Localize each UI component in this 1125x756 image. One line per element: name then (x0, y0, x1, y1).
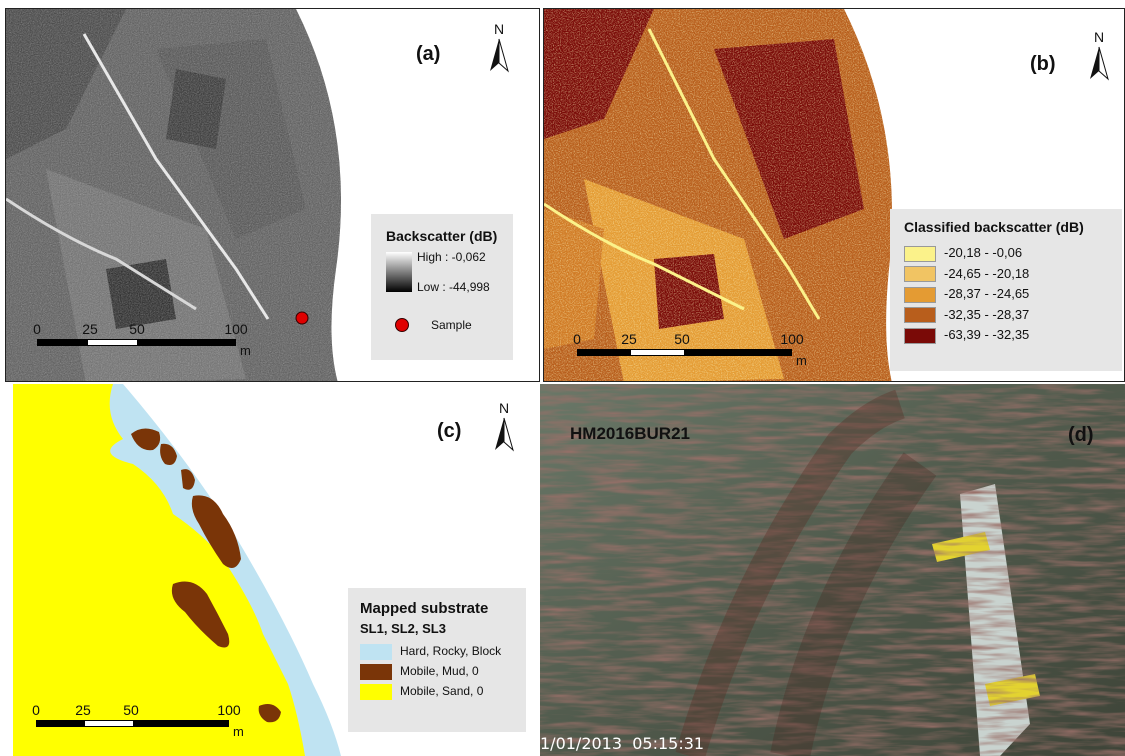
scale-bar: 0 25 50 100 m (572, 331, 812, 371)
swatch-icon (904, 286, 936, 303)
scale-tick: 25 (82, 321, 98, 337)
swatch-icon (904, 307, 936, 324)
classified-backscatter-panel: (b) N Classified backscatter (dB) -20,18… (543, 8, 1125, 382)
north-arrow-icon: N (486, 21, 512, 73)
mud-patch (171, 581, 230, 648)
legend-class: -63,39 - -32,35 (904, 327, 1108, 344)
panel-label-d: (d) (1068, 424, 1094, 446)
legend-class: -32,35 - -28,37 (904, 307, 1108, 324)
legend-class: -28,37 - -24,65 (904, 286, 1108, 303)
legend-class: Hard, Rocky, Block (360, 644, 514, 660)
north-label: N (1093, 29, 1105, 45)
scale-bar: 0 25 50 100 m (32, 702, 273, 742)
panel-label-b: (b) (1030, 53, 1056, 75)
legend-class: Mobile, Mud, 0 (360, 664, 514, 680)
north-arrow-icon: N (1086, 29, 1112, 81)
photo-timestamp: 1/01/2013 05:15:31 (540, 734, 705, 753)
swatch-icon (904, 245, 936, 262)
legend-class: -20,18 - -0,06 (904, 245, 1108, 262)
scale-tick: 100 (217, 702, 241, 718)
scale-tick: 100 (224, 321, 248, 337)
gradient-ramp (386, 252, 412, 292)
scale-tick: 25 (621, 331, 637, 347)
substrate-map (13, 384, 341, 756)
mud-patch (191, 495, 241, 568)
scale-unit: m (240, 343, 251, 358)
seabed-photo (540, 384, 1125, 756)
legend-subtitle: SL1, SL2, SL3 (360, 621, 446, 636)
scale-bar: 0 25 50 100 m (33, 321, 264, 361)
scale-unit: m (796, 353, 807, 368)
legend-class: -24,65 - -20,18 (904, 266, 1108, 283)
backscatter-legend: Backscatter (dB) High : -0,062 Low : -44… (371, 214, 513, 360)
scale-tick: 25 (75, 702, 91, 718)
swatch-icon (360, 644, 392, 660)
legend-class: Mobile, Sand, 0 (360, 684, 514, 700)
scale-unit: m (233, 724, 244, 739)
panel-label-c: (c) (437, 420, 462, 442)
legend-sample: Sample (431, 318, 472, 332)
classified-raster (544, 9, 892, 381)
legend-title: Mapped substrate (360, 600, 489, 617)
substrate-map-panel: (c) N Mapped substrate SL1, SL2, SL3 Har… (13, 384, 540, 756)
backscatter-map-panel: (a) N Backscatter (dB) High : -0,062 Low… (5, 8, 540, 382)
swatch-icon (360, 664, 392, 680)
north-label: N (498, 400, 510, 416)
underwater-photo-panel: HM2016BUR21 (d) 1/01/2013 05:15:31 (540, 384, 1125, 756)
swatch-icon (904, 266, 936, 283)
legend-title: Classified backscatter (dB) (904, 219, 1084, 235)
legend-title: Backscatter (dB) (386, 228, 498, 244)
backscatter-raster (6, 9, 341, 381)
classified-legend: Classified backscatter (dB) -20,18 - -0,… (890, 209, 1122, 371)
north-arrow-icon: N (491, 400, 517, 452)
station-id: HM2016BUR21 (570, 424, 690, 443)
legend-high: High : -0,062 (417, 250, 486, 264)
scale-tick: 0 (573, 331, 581, 347)
scale-tick: 100 (780, 331, 804, 347)
scale-tick: 50 (674, 331, 690, 347)
scale-tick: 0 (32, 702, 40, 718)
swatch-icon (904, 327, 936, 344)
panel-label-a: (a) (416, 43, 441, 65)
swatch-icon (360, 684, 392, 700)
scale-tick: 50 (123, 702, 139, 718)
legend-low: Low : -44,998 (417, 280, 490, 294)
substrate-legend: Mapped substrate SL1, SL2, SL3 Hard, Roc… (348, 588, 526, 732)
north-label: N (493, 21, 505, 37)
sample-point (295, 311, 309, 325)
mobile-sand-zone (13, 384, 305, 756)
scale-tick: 50 (129, 321, 145, 337)
sample-symbol-icon (395, 318, 409, 332)
scale-tick: 0 (33, 321, 41, 337)
